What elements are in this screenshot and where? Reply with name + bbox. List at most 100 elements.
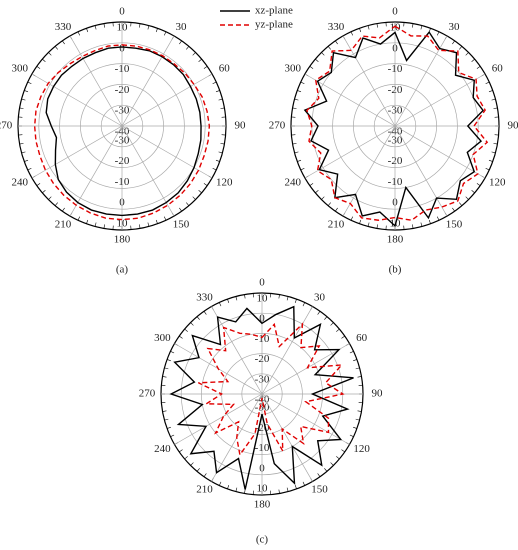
minor-tick (36, 183, 41, 186)
minor-tick (244, 489, 246, 494)
minor-tick (215, 90, 220, 93)
grid-spoke (261, 306, 313, 395)
grid-spoke (261, 393, 313, 482)
minor-tick (300, 167, 305, 171)
minor-tick (488, 159, 493, 162)
theta-tick-label: 150 (446, 218, 463, 230)
caption: (b) (389, 264, 402, 276)
minor-tick (336, 456, 340, 460)
minor-tick (476, 66, 481, 69)
minor-tick (317, 311, 321, 315)
theta-tick-label: 0 (119, 6, 125, 18)
minor-tick (27, 81, 32, 85)
grid-spoke (121, 73, 213, 127)
minor-tick (184, 456, 188, 460)
minor-tick (452, 207, 455, 212)
minor-tick (196, 468, 200, 472)
minor-tick (315, 58, 319, 62)
minor-tick (48, 196, 52, 200)
minor-tick (54, 202, 58, 206)
series-line (198, 322, 345, 457)
caption: (c) (256, 534, 269, 546)
minor-tick (24, 90, 29, 93)
minor-tick (294, 298, 297, 303)
grid-spoke (304, 125, 396, 179)
minor-tick (244, 294, 246, 299)
minor-tick (309, 66, 314, 69)
theta-tick-label: 330 (328, 21, 345, 33)
minor-tick (491, 98, 496, 101)
theta-tick-label: 180 (254, 499, 271, 511)
minor-tick (42, 190, 46, 194)
minor-tick (327, 202, 331, 206)
minor-tick (471, 190, 475, 194)
minor-tick (235, 487, 238, 492)
minor-tick (163, 31, 167, 36)
minor-tick (302, 302, 305, 307)
theta-tick-label: 60 (356, 332, 368, 344)
minor-tick (203, 473, 207, 477)
grid-spoke (342, 125, 396, 217)
grid-spoke (304, 73, 396, 127)
minor-tick (48, 52, 52, 56)
minor-tick (476, 183, 481, 186)
minor-tick (436, 31, 440, 36)
grid-spoke (394, 73, 486, 127)
minor-tick (359, 219, 362, 224)
minor-tick (218, 98, 223, 101)
grid-spoke (261, 343, 350, 395)
minor-tick (350, 31, 354, 36)
minor-tick (315, 190, 319, 194)
minor-tick (77, 31, 81, 36)
minor-tick (36, 66, 41, 69)
minor-tick (203, 183, 208, 186)
minor-tick (186, 46, 190, 50)
minor-tick (155, 28, 158, 33)
grid-spoke (261, 393, 350, 445)
minor-tick (192, 52, 196, 56)
minor-tick (27, 167, 32, 171)
minor-tick (327, 46, 331, 50)
minor-tick (186, 202, 190, 206)
minor-tick (412, 23, 414, 28)
minor-tick (24, 159, 29, 162)
theta-tick-label: 210 (196, 484, 213, 496)
grid-spoke (211, 306, 263, 395)
theta-tick-label: 150 (173, 218, 190, 230)
minor-tick (203, 311, 207, 315)
minor-tick (179, 40, 182, 45)
minor-tick (86, 28, 89, 33)
minor-tick (367, 25, 370, 30)
minor-tick (353, 426, 358, 429)
minor-tick (436, 216, 440, 221)
minor-tick (420, 25, 423, 30)
minor-tick (196, 316, 200, 320)
minor-tick (86, 219, 89, 224)
minor-tick (19, 107, 24, 109)
series-line (45, 46, 202, 217)
minor-tick (412, 224, 414, 229)
minor-tick (488, 90, 493, 93)
grid-spoke (174, 393, 263, 445)
minor-tick (286, 296, 289, 301)
theta-tick-label: 120 (353, 443, 370, 455)
minor-tick (376, 224, 378, 229)
minor-tick (294, 485, 297, 490)
theta-tick-label: 210 (55, 218, 72, 230)
theta-tick-label: 120 (489, 177, 506, 189)
grid-spoke (121, 35, 175, 127)
grid-spoke (121, 125, 175, 217)
minor-tick (420, 222, 423, 227)
minor-tick (491, 151, 496, 154)
minor-tick (139, 23, 141, 28)
theta-tick-label: 180 (387, 234, 404, 246)
minor-tick (170, 351, 175, 354)
theta-tick-label: 270 (0, 120, 13, 132)
theta-tick-label: 0 (392, 6, 398, 18)
minor-tick (330, 462, 334, 466)
grid-spoke (31, 125, 123, 179)
minor-tick (349, 434, 354, 437)
minor-tick (493, 107, 498, 109)
minor-tick (227, 298, 230, 303)
theta-tick-label: 30 (176, 21, 188, 33)
